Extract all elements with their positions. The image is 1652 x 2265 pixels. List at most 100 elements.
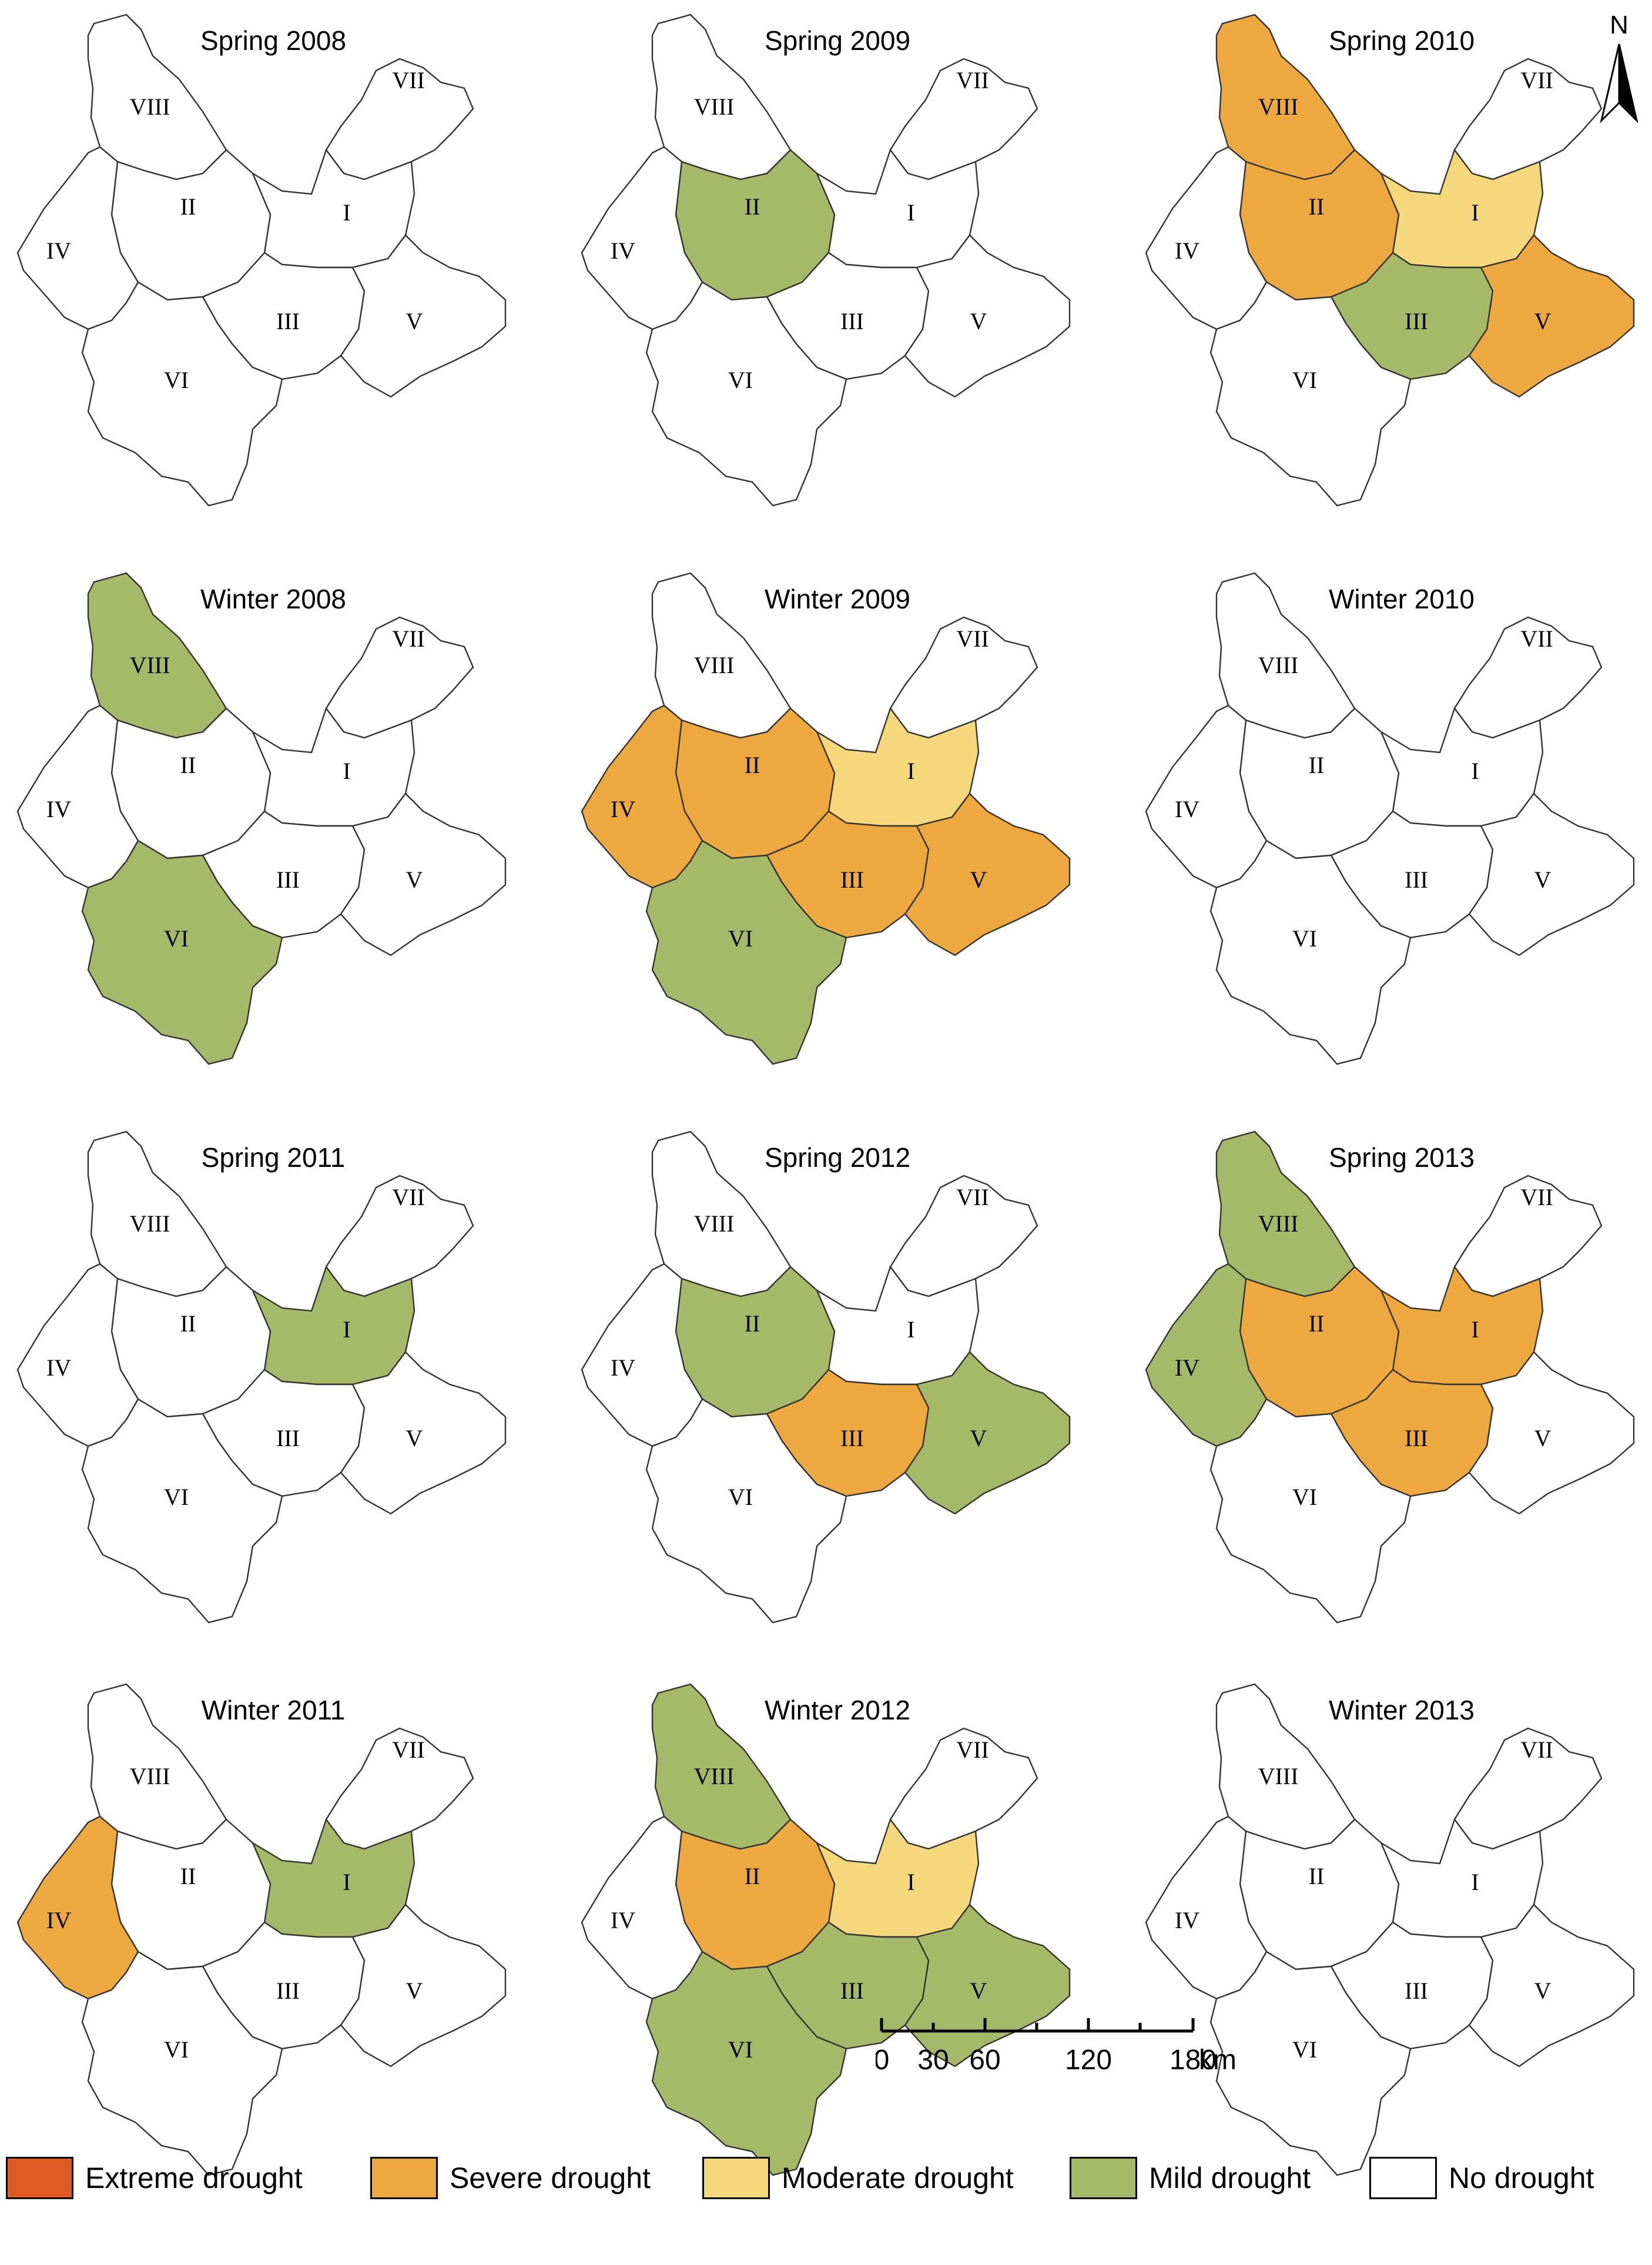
region-vi [1209, 1398, 1412, 1624]
map-panel: I II III IV V VI VII VIII Spring 2010 [1128, 0, 1652, 529]
region-label-iv: IV [1175, 1354, 1199, 1381]
region-viii [87, 572, 227, 739]
region-vi [645, 839, 847, 1065]
region-viii [651, 572, 792, 739]
panel-title: Spring 2012 [765, 1142, 910, 1173]
region-label-iii: III [276, 1425, 300, 1451]
region-vi [645, 1950, 847, 2176]
region-viii [87, 1130, 227, 1297]
region-label-iv: IV [1175, 1907, 1199, 1933]
legend-item-none: No drought [1369, 2154, 1594, 2202]
region-label-iii: III [1405, 308, 1428, 334]
region-label-vii: VII [1520, 67, 1553, 93]
legend-item-extreme: Extreme drought [6, 2154, 303, 2202]
scale-label-30: 30 [917, 2045, 949, 2076]
region-label-ii: II [1309, 1310, 1325, 1337]
region-label-vi: VI [164, 2036, 189, 2063]
region-vii [1453, 58, 1603, 180]
region-label-i: I [343, 1316, 350, 1343]
north-label: N [1610, 11, 1628, 39]
map-panel: I II III IV V VI VII VIII Spring 2009 [564, 0, 1093, 529]
region-label-vi: VI [1292, 2036, 1317, 2063]
panel-title: Winter 2008 [200, 584, 346, 614]
region-label-i: I [343, 1869, 350, 1895]
region-vii [1453, 1175, 1603, 1297]
panel-title: Winter 2012 [765, 1695, 910, 1725]
region-label-vii: VII [1520, 1737, 1553, 1763]
region-vii [889, 1727, 1038, 1850]
region-label-v: V [406, 1425, 423, 1451]
region-vii [325, 1175, 474, 1297]
region-label-i: I [1471, 199, 1479, 226]
region-label-v: V [970, 866, 987, 893]
map-panel: I II III IV V VI VII VIII Winter 2011 [0, 1670, 529, 2199]
region-label-i: I [1471, 758, 1479, 784]
region-label-iii: III [276, 308, 300, 334]
legend-label-moderate: Moderate drought [782, 2162, 1014, 2194]
region-label-ii: II [1309, 752, 1325, 778]
region-label-vii: VII [392, 1737, 425, 1763]
map-panel: I II III IV V VI VII VIII Spring 2008 [0, 0, 529, 529]
region-vi [81, 1398, 283, 1624]
region-v [1468, 1903, 1635, 2067]
scale-ticks [880, 2018, 1195, 2031]
region-label-iii: III [1405, 866, 1428, 893]
legend-swatch-severe [370, 2157, 438, 2199]
region-label-viii: VIII [1258, 93, 1299, 120]
region-label-iv: IV [611, 1354, 635, 1381]
legend-item-moderate: Moderate drought [702, 2154, 1014, 2202]
map-panel: I II III IV V VI VII VIII Winter 2008 [0, 558, 529, 1088]
region-label-vii: VII [956, 1184, 989, 1210]
region-label-v: V [1534, 866, 1552, 893]
region-label-viii: VIII [694, 93, 735, 120]
region-vii [1453, 1727, 1603, 1850]
region-vii [325, 616, 474, 739]
region-label-iv: IV [46, 1907, 71, 1933]
region-vii [889, 616, 1038, 739]
region-label-vi: VI [164, 367, 189, 393]
region-label-viii: VIII [694, 1210, 735, 1237]
region-v [340, 234, 507, 398]
legend-label-extreme: Extreme drought [85, 2162, 303, 2194]
region-label-ii: II [1309, 1863, 1325, 1889]
region-v [904, 234, 1071, 398]
legend-item-severe: Severe drought [370, 2154, 651, 2202]
region-vi [81, 281, 283, 507]
region-label-ii: II [745, 752, 760, 778]
region-v [904, 792, 1071, 956]
legend-label-mild: Mild drought [1149, 2162, 1311, 2194]
panel-title: Spring 2011 [202, 1142, 346, 1173]
region-label-ii: II [180, 193, 196, 220]
scale-unit: km [1199, 2045, 1237, 2076]
region-viii [1215, 572, 1356, 739]
region-label-iii: III [1405, 1425, 1428, 1451]
region-label-iv: IV [611, 796, 635, 822]
region-viii [87, 14, 227, 180]
region-vii [325, 1727, 474, 1850]
region-label-iii: III [276, 1978, 300, 2004]
region-label-vii: VII [392, 625, 425, 652]
region-label-viii: VIII [1258, 1763, 1299, 1789]
panel-title: Spring 2008 [200, 25, 346, 56]
scale-label-120: 120 [1065, 2045, 1112, 2076]
panel-title: Spring 2009 [765, 25, 910, 56]
panel-title: Winter 2010 [1329, 584, 1475, 614]
region-label-i: I [343, 758, 350, 784]
region-vi [1209, 281, 1412, 507]
region-vii [889, 58, 1038, 180]
region-label-ii: II [745, 1310, 760, 1337]
panel-title: Winter 2011 [202, 1695, 346, 1725]
region-label-v: V [406, 866, 423, 893]
region-label-vi: VI [728, 925, 753, 952]
region-v [904, 1903, 1071, 2067]
map-panel: I II III IV V VI VII VIII Winter 2013 [1128, 1670, 1652, 2199]
region-label-vii: VII [956, 1737, 989, 1763]
legend: Extreme drought Severe drought Moderate … [0, 2154, 1652, 2219]
region-label-vii: VII [1520, 1184, 1553, 1210]
region-label-vii: VII [392, 1184, 425, 1210]
region-label-i: I [907, 758, 914, 784]
